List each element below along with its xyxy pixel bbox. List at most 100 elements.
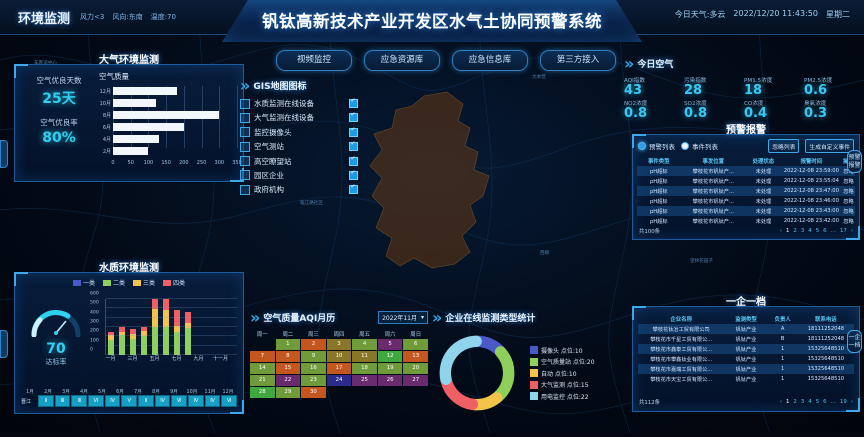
table-row[interactable]: pH超标 攀枝花市钒钛产... 未处理 2022-12-08 23:46:00 忽略 [637, 196, 855, 206]
page-link[interactable]: 5 [815, 399, 820, 405]
ignore-link[interactable]: 忽略 [841, 186, 855, 197]
table-row[interactable]: 攀枝花市千星工贸有限公... 钒钛产业 B 18111252048 [638, 334, 854, 344]
month-select[interactable]: 2022年11月 ▾ [378, 311, 428, 324]
table-row[interactable]: pH超标 攀枝花市钒钛产... 未处理 2022-12-08 23:43:00 忽略 [637, 206, 855, 217]
calendar-day-cell[interactable]: 12 [377, 351, 403, 362]
calendar-day-cell[interactable]: 1 [275, 339, 301, 350]
page-link[interactable]: 4 [808, 228, 812, 235]
calendar-day-cell[interactable]: 27 [403, 375, 428, 386]
next-page-button[interactable]: › [850, 228, 853, 235]
page-link[interactable]: … [830, 399, 836, 405]
checkbox-checked-icon[interactable] [349, 126, 358, 137]
nav-emergency-info[interactable]: 应急信息库 [452, 50, 528, 71]
ignore-link[interactable]: 忽略 [843, 198, 854, 205]
page-link[interactable]: 6 [823, 228, 827, 235]
donut-slice-4[interactable] [439, 335, 482, 385]
page-link[interactable]: 2 [793, 399, 797, 405]
gis-menu-item-1[interactable]: 大气监测在线设备 [240, 111, 358, 123]
table-row[interactable]: pH超标 攀枝花市钒钛产... 未处理 2022-12-08 23:55:04 忽略 [637, 176, 855, 186]
calendar-day-cell[interactable]: 3 [326, 339, 352, 350]
page-link[interactable]: 2 [793, 228, 797, 235]
calendar-day-cell[interactable]: 2 [301, 339, 326, 350]
calendar-day-cell[interactable]: 9 [301, 351, 326, 362]
calendar-day-cell[interactable]: 11 [352, 351, 377, 362]
prev-page-button[interactable]: ‹ [779, 399, 782, 405]
calendar-day-cell[interactable]: 21 [250, 375, 275, 386]
gis-menu-item-3[interactable]: 空气测站 [240, 140, 358, 152]
donut-legend-item-2[interactable]: 自动 点位:10 [530, 369, 595, 378]
donut-slice-3[interactable] [440, 375, 479, 411]
calendar-day-cell[interactable]: 28 [250, 387, 275, 398]
calendar-day-cell[interactable]: 5 [377, 339, 403, 350]
calendar-day-cell[interactable]: 30 [301, 387, 326, 398]
calendar-day-cell[interactable]: 13 [403, 351, 428, 362]
table-row[interactable]: 攀枝花钛冶工贸有限公司 钒钛产业 A 18111252048 [638, 324, 854, 335]
page-link[interactable]: … [830, 228, 836, 235]
side-tab-enterprise[interactable]: 一企一档 [847, 330, 862, 353]
page-link[interactable]: 5 [815, 228, 820, 235]
donut-legend-item-1[interactable]: 空气质量站 点位:20 [530, 357, 595, 366]
radio-event-list[interactable]: 事件列表 [681, 141, 718, 151]
calendar-day-cell[interactable]: 24 [326, 375, 352, 386]
table-row[interactable]: pH超标 攀枝花市钒钛产... 未处理 2022-12-08 23:42:00 忽略 [637, 216, 855, 226]
calendar-day-cell[interactable]: 8 [275, 351, 301, 362]
table-row[interactable]: pH超标 攀枝花市钒钛产... 未处理 2022-12-08 23:47:00 忽略 [637, 186, 855, 197]
nav-emergency-resources[interactable]: 应急资源库 [364, 50, 440, 71]
calendar-day-cell[interactable]: 22 [275, 375, 301, 386]
ignore-list-button[interactable]: 忽略列表 [768, 139, 800, 153]
calendar-day-cell[interactable]: 29 [275, 387, 301, 398]
page-link[interactable]: 19 [839, 399, 847, 405]
prev-page-button[interactable]: ‹ [779, 228, 782, 235]
calendar-day-cell[interactable]: 23 [301, 375, 326, 386]
page-link[interactable]: 1 [785, 399, 790, 405]
gis-menu-item-5[interactable]: 园区企业 [240, 169, 358, 181]
gis-menu-item-6[interactable]: 政府机构 [240, 183, 358, 195]
calendar-day-cell[interactable]: 19 [377, 363, 403, 374]
left-collapse-handle-2[interactable] [0, 330, 8, 358]
radio-alert-list[interactable]: 预警列表 [638, 141, 675, 151]
donut-slice-1[interactable] [492, 346, 515, 403]
left-collapse-handle[interactable] [0, 140, 8, 168]
calendar-day-cell[interactable]: 7 [250, 351, 275, 362]
checkbox-checked-icon[interactable] [349, 169, 358, 180]
table-row[interactable]: 攀枝花市鑫泰工贸有限公... 钒钛产业 1 15325648510 [638, 344, 854, 355]
calendar-day-cell[interactable]: 26 [377, 375, 403, 386]
page-link[interactable]: 4 [808, 399, 812, 405]
next-page-button[interactable]: › [850, 399, 853, 405]
calendar-day-cell[interactable]: 10 [326, 351, 352, 362]
side-tab-alert[interactable]: 预警报警 [847, 150, 862, 173]
checkbox-checked-icon[interactable] [349, 183, 358, 195]
calendar-day-cell[interactable]: 25 [352, 375, 377, 386]
donut-legend-item-4[interactable]: 用电监控 点位:22 [530, 392, 595, 401]
calendar-day-cell[interactable]: 15 [275, 363, 301, 374]
gis-menu-item-4[interactable]: 高空瞭望站 [240, 155, 358, 167]
calendar-day-cell[interactable]: 14 [250, 363, 275, 374]
calendar-day-cell[interactable]: 18 [352, 363, 377, 374]
water-legend-item[interactable]: 一类 [72, 278, 95, 287]
water-legend-item[interactable]: 四类 [163, 278, 185, 287]
gis-menu-item-0[interactable]: 水质监测在线设备 [240, 97, 358, 109]
calendar-day-cell[interactable]: 17 [326, 363, 352, 374]
donut-legend-item-3[interactable]: 大气监测 点位:15 [530, 380, 595, 389]
page-link[interactable]: 6 [823, 399, 827, 405]
create-custom-event-button[interactable]: 生成自定义事件 [805, 139, 854, 153]
ignore-link[interactable]: 忽略 [841, 206, 855, 217]
checkbox-checked-icon[interactable] [349, 97, 358, 108]
calendar-day-cell[interactable]: 4 [352, 339, 377, 350]
checkbox-checked-icon[interactable] [349, 140, 358, 152]
page-link[interactable]: 3 [800, 399, 805, 405]
calendar-day-cell[interactable]: 16 [301, 363, 326, 374]
nav-third-party[interactable]: 第三方接入 [540, 50, 616, 71]
table-row[interactable]: 攀枝花市攀鑫钛业有限公... 钒钛产业 1 15325648510 [638, 354, 854, 364]
checkbox-checked-icon[interactable] [349, 155, 358, 166]
water-legend-item[interactable]: 二类 [102, 278, 125, 287]
page-link[interactable]: 3 [800, 228, 805, 235]
nav-video-monitor[interactable]: 视频监控 [276, 50, 352, 71]
donut-legend-item-0[interactable]: 摄像头 点位:10 [530, 346, 595, 355]
calendar-day-cell[interactable]: 6 [403, 339, 428, 350]
water-legend-item[interactable]: 三类 [133, 278, 155, 287]
calendar-day-cell[interactable]: 20 [403, 363, 428, 374]
ignore-link[interactable]: 忽略 [843, 218, 854, 225]
page-link[interactable]: 1 [785, 228, 790, 235]
